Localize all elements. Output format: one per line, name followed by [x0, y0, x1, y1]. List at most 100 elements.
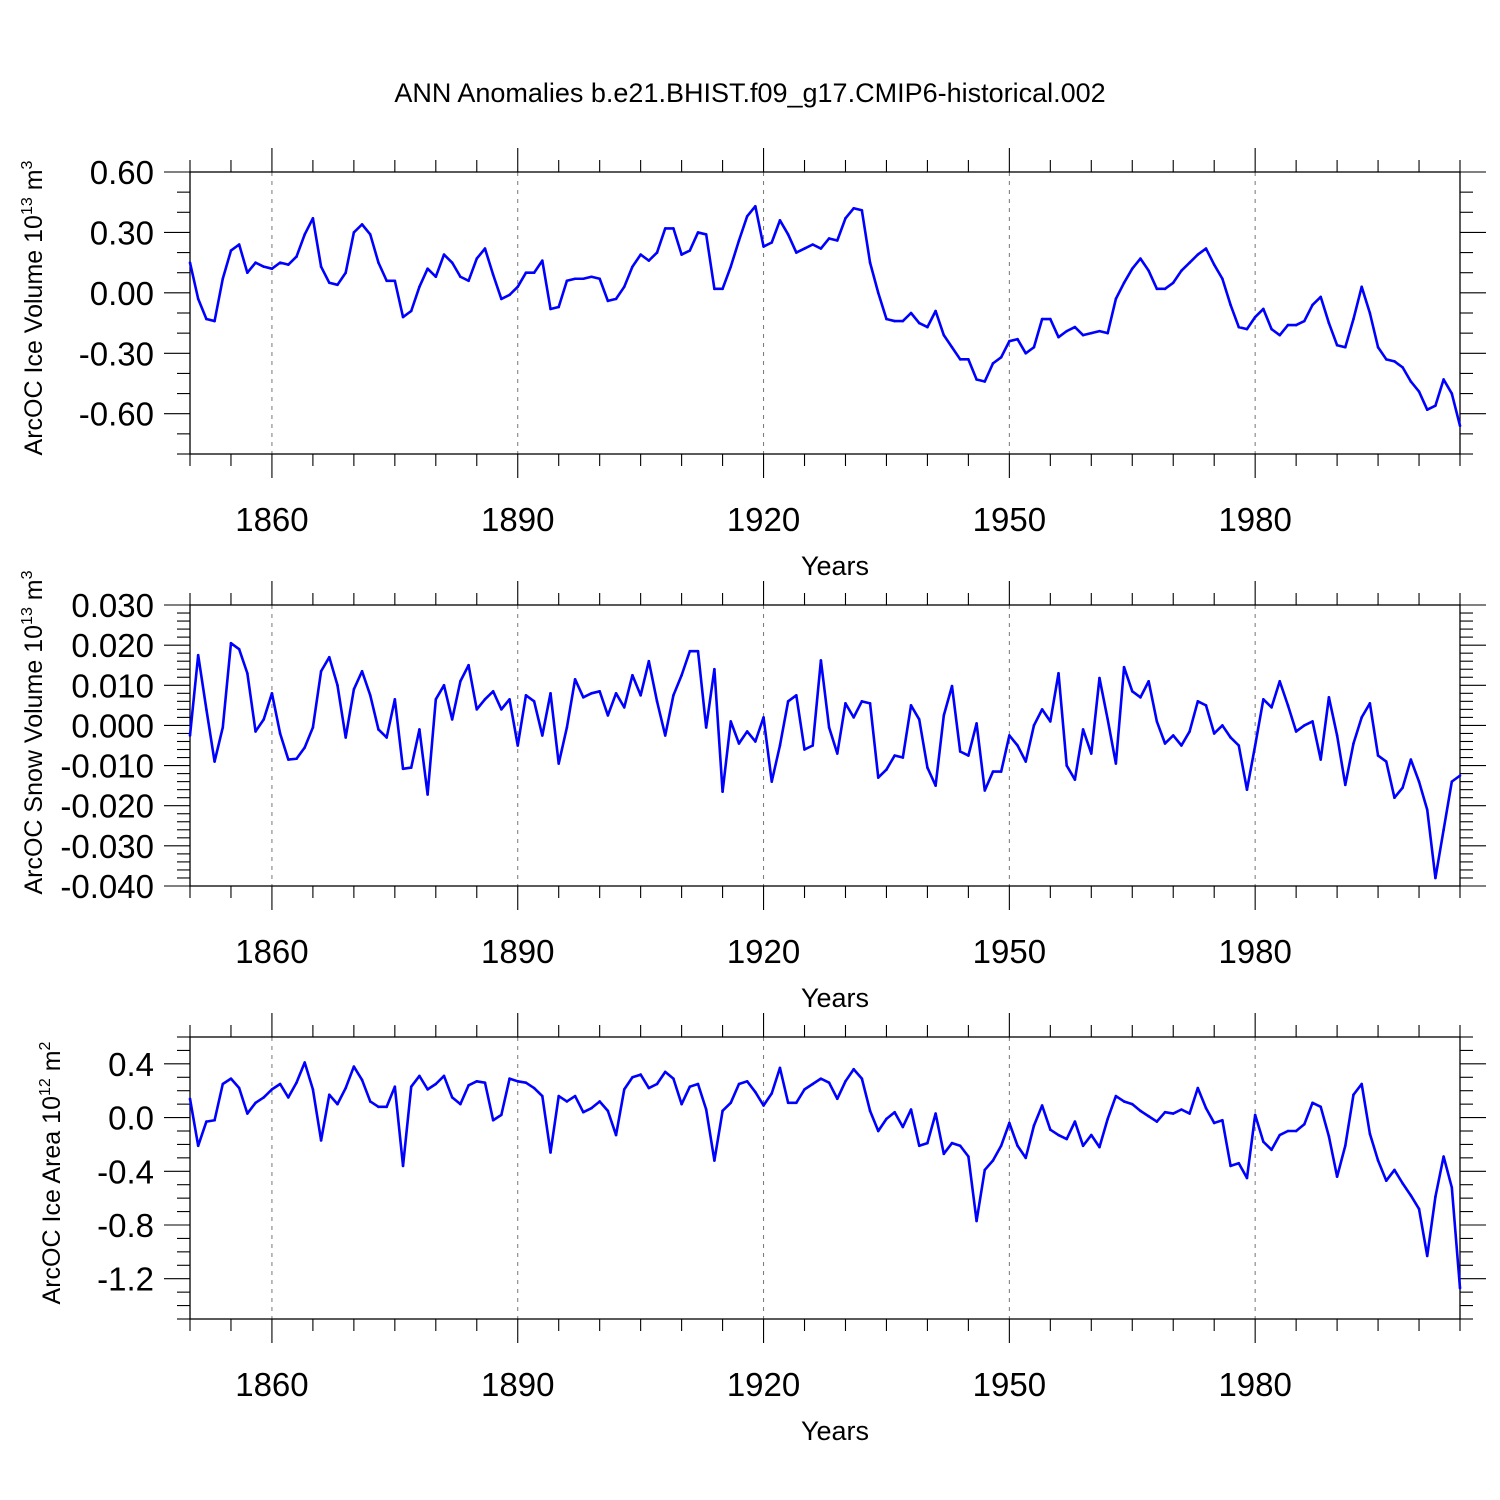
data-point [1221, 277, 1224, 281]
data-point [303, 1061, 307, 1064]
data-point [1417, 390, 1421, 393]
data-point [1384, 358, 1388, 361]
data-point [942, 333, 946, 337]
data-point [319, 265, 323, 268]
data-point [876, 291, 880, 295]
data-point [1147, 269, 1150, 273]
data-point [508, 1077, 511, 1080]
data-point [229, 1077, 233, 1080]
data-point [213, 760, 216, 763]
data-point [205, 1120, 208, 1123]
data-point [835, 239, 839, 242]
data-point [1245, 327, 1249, 331]
data-point [434, 698, 438, 701]
data-point [1188, 730, 1191, 733]
data-point [999, 1144, 1003, 1148]
data-point [1376, 754, 1380, 757]
data-point [631, 265, 634, 268]
data-point [926, 1141, 929, 1145]
data-point [893, 1110, 896, 1114]
data-point [1425, 808, 1429, 812]
data-point [377, 1105, 380, 1109]
data-point [590, 275, 593, 279]
data-point [336, 683, 339, 687]
data-point [254, 1101, 257, 1105]
data-point [762, 245, 765, 248]
data-point [581, 1110, 585, 1114]
data-point [901, 756, 905, 759]
data-point [573, 277, 577, 281]
data-point [319, 669, 323, 673]
y-axis-label: ArcOC Snow Volume 1013 m3 [19, 570, 48, 894]
data-point [426, 267, 429, 270]
x-tick-label: 1980 [1218, 933, 1291, 970]
y-tick-label: 0.0 [108, 1100, 154, 1137]
data-point [557, 762, 561, 765]
data-point [754, 740, 757, 743]
data-point [1024, 1156, 1028, 1160]
x-tick-label: 1980 [1218, 501, 1291, 538]
data-point [721, 1109, 724, 1113]
data-point [467, 663, 470, 667]
data-point [975, 722, 978, 725]
data-point [1073, 778, 1077, 781]
x-tick-label: 1890 [481, 1366, 554, 1403]
data-point [1245, 788, 1249, 791]
data-point [639, 253, 642, 256]
data-point [221, 726, 225, 729]
data-point [1196, 1086, 1200, 1090]
y-tick-label: 0.60 [90, 154, 154, 191]
data-point [467, 279, 470, 283]
data-point [336, 283, 339, 287]
data-point [246, 671, 249, 675]
data-point [1393, 360, 1396, 363]
data-point [196, 1144, 200, 1148]
data-point [811, 744, 815, 747]
data-point [713, 287, 716, 291]
data-point [377, 261, 380, 264]
data-point [1171, 281, 1175, 285]
data-point [1335, 734, 1339, 737]
data-point [1294, 323, 1298, 327]
data-point [1450, 392, 1454, 395]
data-point [983, 380, 987, 383]
data-point [287, 1096, 290, 1099]
x-tick-label: 1860 [235, 933, 308, 970]
data-point [573, 1094, 577, 1098]
data-point [983, 1168, 987, 1172]
data-point [958, 358, 962, 361]
data-point [696, 1082, 700, 1086]
y-tick-label: 0.30 [90, 214, 154, 251]
data-points-snow-volume [188, 641, 1462, 880]
data-point [811, 243, 815, 246]
data-point [1327, 321, 1331, 325]
data-point [491, 690, 495, 693]
data-point [483, 698, 487, 701]
data-point [606, 714, 610, 717]
data-point [213, 319, 216, 323]
data-point [1106, 718, 1109, 721]
data-point [1434, 876, 1437, 880]
data-point [434, 1082, 438, 1086]
data-point [450, 261, 454, 264]
data-point [598, 1100, 601, 1103]
data-point [1057, 335, 1060, 339]
data-point [622, 1088, 626, 1091]
data-point [1303, 1122, 1306, 1126]
data-point [770, 1092, 774, 1095]
data-point [385, 279, 388, 283]
data-point [590, 1106, 593, 1110]
data-point [795, 694, 798, 697]
data-point [1221, 1118, 1224, 1122]
data-point [598, 690, 601, 693]
data-point [1368, 1132, 1372, 1135]
data-point [1188, 261, 1191, 264]
data-point [1303, 724, 1306, 727]
data-point [1098, 676, 1101, 680]
data-point [1303, 319, 1306, 323]
data-point [983, 789, 987, 792]
data-point [688, 649, 692, 653]
panel-ice-volume: 0.60 0.30 0.00 -0.30 -0.60 1860 1890 1920 1950 19… [19, 148, 1486, 581]
data-point [557, 305, 561, 309]
data-point [745, 730, 749, 733]
